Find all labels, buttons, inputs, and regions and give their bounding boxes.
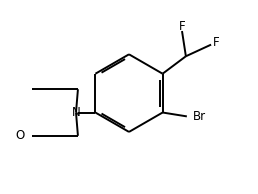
Text: O: O (15, 129, 24, 142)
Text: N: N (72, 106, 80, 119)
Text: F: F (179, 20, 185, 33)
Text: F: F (213, 36, 219, 49)
Text: Br: Br (193, 110, 206, 123)
